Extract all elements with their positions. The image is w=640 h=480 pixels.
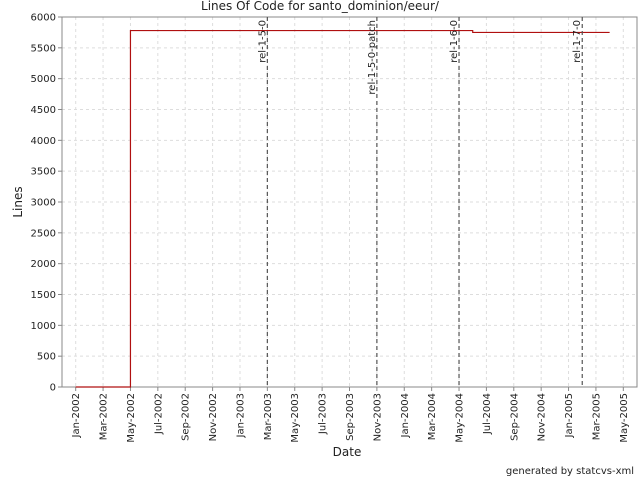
y-tick-label: 4000	[31, 136, 56, 147]
x-tick-label: Nov-2003	[372, 393, 383, 441]
x-tick-label: Mar-2005	[591, 393, 602, 440]
x-tick-label: Sep-2004	[509, 393, 520, 441]
y-tick-label: 3500	[31, 167, 56, 178]
y-tick-label: 6000	[31, 13, 56, 24]
x-tick-label: May-2003	[290, 393, 301, 443]
x-tick-label: Jan-2004	[400, 393, 411, 438]
y-tick-label: 5500	[31, 43, 56, 54]
x-tick-label: Jul-2003	[318, 393, 329, 435]
y-tick-label: 4500	[31, 105, 56, 116]
x-tick-label: Mar-2002	[99, 393, 110, 440]
x-tick-label: Nov-2002	[208, 393, 219, 441]
x-axis-label: Date	[333, 445, 362, 459]
annotation-label: rel-1-7-0	[572, 20, 583, 63]
x-tick-label: Nov-2004	[537, 393, 548, 441]
data-line	[75, 29, 610, 388]
x-tick-label: Jul-2004	[482, 393, 493, 435]
x-tick-label: Sep-2002	[181, 393, 192, 441]
annotation-label: rel-1-5-0	[257, 20, 268, 63]
annotation-label: rel-1-6-0	[449, 20, 460, 63]
x-tick-label: Jan-2003	[235, 393, 246, 438]
y-tick-label: 5000	[31, 74, 56, 85]
x-tick-label: May-2002	[126, 393, 137, 443]
footer: generated by statcvs-xml	[506, 466, 634, 477]
x-tick-label: Jan-2005	[564, 393, 575, 438]
y-tick-label: 500	[37, 352, 56, 363]
y-tick-label: 1000	[31, 321, 56, 332]
y-tick-label: 3000	[31, 198, 56, 209]
y-tick-label: 0	[50, 383, 56, 394]
chart-title: Lines Of Code for santo_dominion/eeur/	[201, 0, 440, 13]
y-tick-label: 2000	[31, 259, 56, 270]
y-axis-label: Lines	[11, 186, 25, 217]
x-tick-label: Jan-2002	[71, 393, 82, 438]
x-tick-label: May-2004	[455, 393, 466, 443]
plot-frame	[61, 16, 638, 388]
x-tick-label: Sep-2003	[345, 393, 356, 441]
x-tick-label: May-2005	[619, 393, 630, 443]
x-tick-label: Jul-2002	[153, 393, 164, 435]
x-tick-label: Mar-2003	[263, 393, 274, 440]
y-tick-label: 2500	[31, 228, 56, 239]
y-tick-label: 1500	[31, 290, 56, 301]
annotation-label: rel-1-5-0-patch	[367, 20, 378, 95]
x-tick-label: Mar-2004	[427, 393, 438, 440]
